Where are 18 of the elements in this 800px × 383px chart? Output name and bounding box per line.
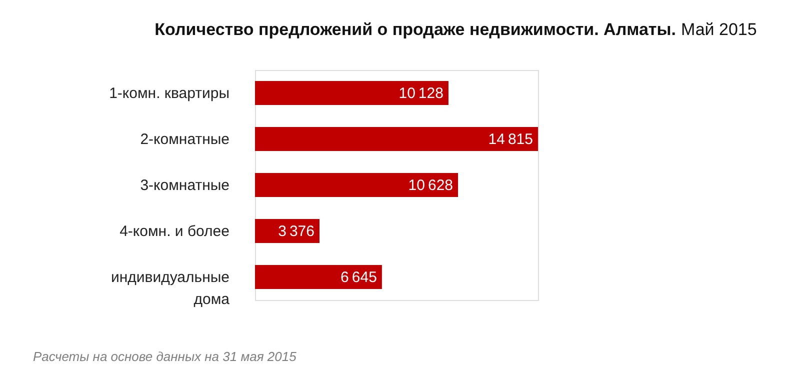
data-label: 6 645 (340, 269, 377, 286)
text: Май 2015 (681, 20, 757, 39)
data-label: 3 376 (278, 223, 314, 240)
data-label: 10 628 (408, 177, 454, 194)
data-label: 10 128 (398, 85, 444, 102)
bar (255, 219, 320, 243)
y-tick-label: 2-комнатные (140, 131, 230, 148)
bar (255, 265, 382, 289)
bar (255, 173, 458, 197)
bar (255, 81, 448, 105)
y-tick-label: 3-комнатные (140, 177, 230, 194)
y-tick-label: индивидуальные дома (110, 269, 230, 308)
y-tick-label: 1-комн. квартиры (109, 85, 230, 102)
bar (255, 127, 538, 151)
text: Расчеты на основе данных на 31 мая 2015 (33, 349, 298, 364)
y-tick-label: 4-комн. и более (120, 223, 230, 240)
chart-title: Количество предложений о продаже недвижимости. Алматы. (154, 20, 676, 39)
data-label: 14 815 (488, 131, 533, 148)
